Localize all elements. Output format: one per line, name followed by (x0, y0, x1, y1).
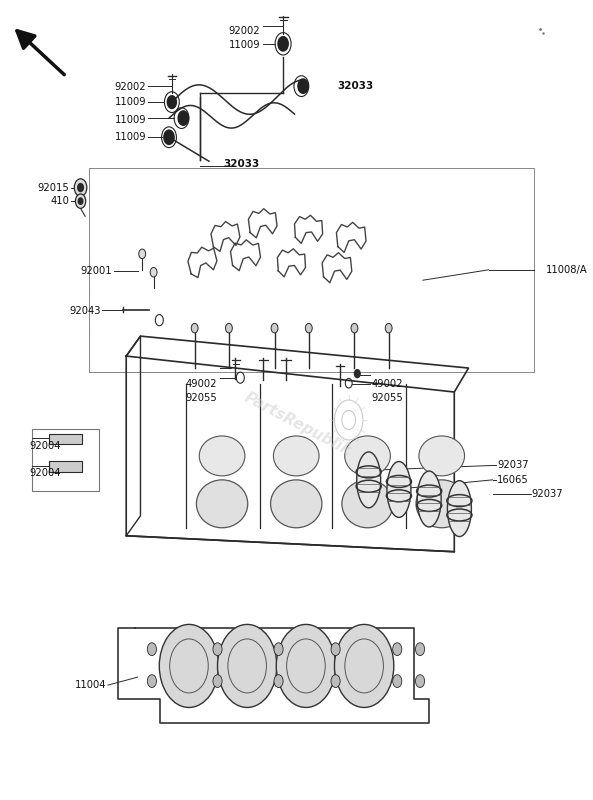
Circle shape (276, 625, 336, 707)
Ellipse shape (419, 436, 464, 476)
Text: 92002: 92002 (114, 82, 146, 92)
Circle shape (78, 183, 84, 191)
Text: 92037: 92037 (531, 490, 563, 499)
Circle shape (192, 323, 198, 333)
Circle shape (298, 79, 308, 94)
Text: 32033: 32033 (337, 81, 374, 91)
Text: 92043: 92043 (69, 306, 101, 316)
Circle shape (351, 323, 358, 333)
Circle shape (331, 642, 340, 655)
Ellipse shape (387, 462, 411, 518)
Ellipse shape (270, 480, 322, 528)
Text: 92004: 92004 (29, 469, 60, 478)
Circle shape (355, 370, 360, 378)
Circle shape (416, 674, 425, 687)
Circle shape (393, 642, 402, 655)
Text: 32033: 32033 (223, 159, 260, 170)
Circle shape (178, 111, 189, 126)
Circle shape (74, 178, 87, 196)
Text: 92055: 92055 (372, 393, 403, 402)
Ellipse shape (196, 480, 248, 528)
Circle shape (278, 37, 288, 51)
Circle shape (385, 323, 392, 333)
Bar (49, 462, 82, 472)
Circle shape (160, 625, 219, 707)
Circle shape (334, 625, 394, 707)
Circle shape (393, 674, 402, 687)
Circle shape (213, 642, 222, 655)
Text: 49002: 49002 (372, 379, 403, 389)
Text: 92037: 92037 (497, 461, 529, 470)
Ellipse shape (448, 481, 471, 537)
Ellipse shape (199, 436, 245, 476)
Circle shape (218, 625, 277, 707)
Text: 92001: 92001 (80, 266, 112, 277)
Circle shape (147, 674, 157, 687)
Circle shape (274, 642, 283, 655)
Text: PartsRepublik: PartsRepublik (241, 390, 353, 458)
Ellipse shape (417, 471, 441, 527)
Circle shape (305, 323, 312, 333)
Circle shape (78, 198, 83, 204)
Bar (89, 169, 534, 372)
Text: 11009: 11009 (114, 132, 146, 142)
Circle shape (271, 323, 278, 333)
Circle shape (164, 130, 174, 145)
Text: 11009: 11009 (229, 41, 260, 50)
Circle shape (213, 674, 222, 687)
Bar (49, 434, 82, 444)
Circle shape (75, 194, 86, 208)
Circle shape (416, 642, 425, 655)
Ellipse shape (416, 480, 467, 528)
Circle shape (147, 642, 157, 655)
Text: 16065: 16065 (497, 475, 529, 485)
Circle shape (331, 674, 340, 687)
Circle shape (225, 323, 232, 333)
Circle shape (139, 249, 146, 258)
Bar (32, 429, 100, 491)
Text: 92015: 92015 (37, 182, 69, 193)
Text: 410: 410 (50, 196, 69, 206)
Text: 92055: 92055 (186, 393, 218, 402)
Text: 92004: 92004 (29, 441, 60, 450)
Text: 49002: 49002 (186, 379, 218, 389)
Text: 92002: 92002 (229, 26, 260, 36)
Ellipse shape (273, 436, 319, 476)
Text: 11004: 11004 (75, 680, 106, 690)
Circle shape (167, 96, 177, 109)
Text: 11008/A: 11008/A (546, 265, 587, 275)
Ellipse shape (345, 436, 390, 476)
Circle shape (150, 267, 157, 277)
Ellipse shape (357, 452, 381, 508)
Text: 11009: 11009 (114, 97, 146, 107)
Text: 11009: 11009 (114, 114, 146, 125)
Ellipse shape (342, 480, 393, 528)
Circle shape (274, 674, 283, 687)
